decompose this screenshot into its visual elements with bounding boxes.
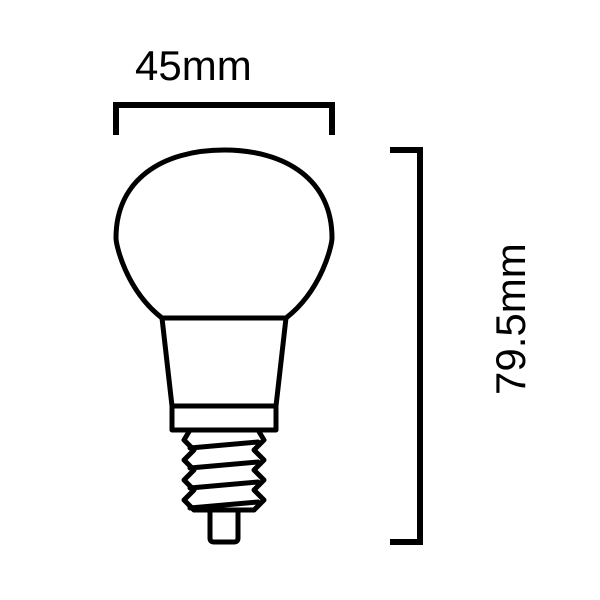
neck-right bbox=[276, 318, 286, 406]
width-bracket bbox=[116, 102, 332, 135]
height-bracket bbox=[390, 150, 423, 542]
thread-line-1 bbox=[190, 442, 258, 448]
neck-left bbox=[162, 318, 172, 406]
tip-contact bbox=[210, 510, 238, 542]
thread-line-4 bbox=[190, 502, 258, 508]
thread-line-3 bbox=[190, 482, 258, 488]
bulb-diagram-svg bbox=[0, 0, 600, 600]
bulb-globe-neck bbox=[116, 150, 332, 318]
bulb-outline bbox=[116, 150, 332, 542]
thread-line-2 bbox=[190, 462, 258, 468]
diagram-stage: 45mm 79.5mm bbox=[0, 0, 600, 600]
collar bbox=[172, 406, 276, 430]
